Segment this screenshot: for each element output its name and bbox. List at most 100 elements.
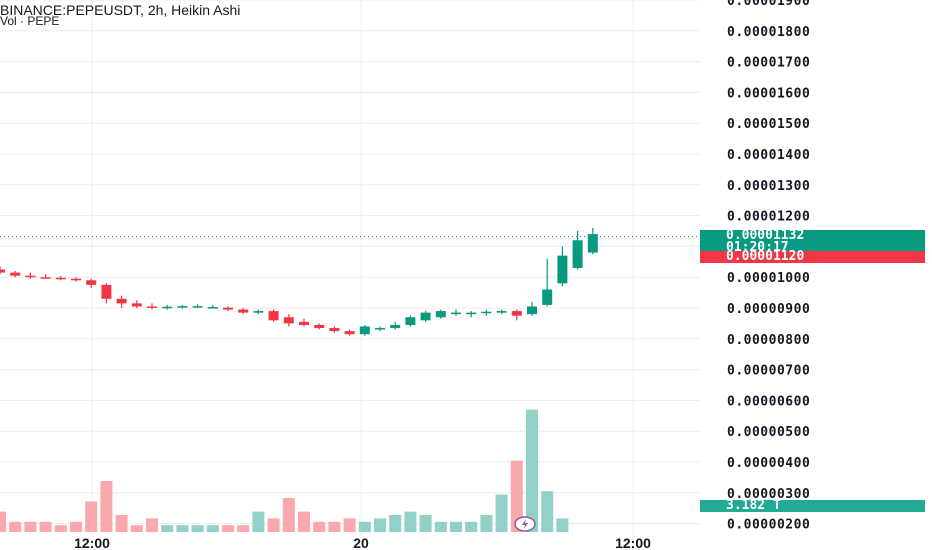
candle-body [10,272,21,276]
volume-bar [161,525,174,532]
candle-body [314,324,325,329]
volume-bar [39,521,52,532]
candle-body [55,277,66,280]
candle-body [557,255,568,284]
y-tick-label: 0.00001800 [727,25,810,40]
y-tick-label: 0.00001600 [727,86,810,101]
candle-body [0,269,5,273]
candle-body [116,298,127,304]
volume-label: Vol · PEPE [0,14,60,28]
y-tick-label: 0.00000400 [727,456,810,471]
last-price-tag: 0.00001132 01:20:17 [700,228,925,255]
candle-body [223,307,233,310]
last-price: 0.00001132 [726,228,805,243]
volume-bar [24,521,37,532]
candle-body [25,275,36,278]
y-tick-label: 0.00000900 [727,302,810,317]
candle-body [496,311,507,313]
volume-bar [358,521,371,532]
y-tick-label: 0.00000500 [727,425,810,440]
volume-bar [176,525,189,532]
candle-body [542,289,553,305]
volume-bar [115,515,128,532]
candle-body [299,321,309,325]
prev-price-tag: 0.00001120 [700,250,925,263]
volume-bar [206,525,219,532]
candle-body [207,307,218,309]
bar-countdown: 01:20:17 [726,240,789,255]
candle-body [238,309,249,313]
candle-body [192,306,203,308]
volume-bar [419,515,432,532]
volume-bar [404,511,417,532]
candle-body [344,331,355,335]
candle-body [177,306,188,308]
candle-body [481,311,492,314]
volume-bar [267,518,280,532]
y-tick-label: 0.00001900 [727,0,810,9]
y-tick-label: 0.00000600 [727,394,810,409]
volume-bar [495,494,508,532]
y-tick-label: 0.00000700 [727,364,810,379]
volume-bar [450,521,462,532]
y-tick-label: 0.00001200 [727,210,810,225]
volume-bar [434,521,447,532]
x-tick-label: 12:00 [74,535,110,550]
volume-bar [191,525,204,532]
volume-bar [0,511,6,532]
candle-body [162,306,173,309]
volume-bar [100,481,113,532]
volume-bar [374,518,386,532]
volume-bar [222,525,234,532]
volume-tag: 3.182 T [700,499,925,512]
candle-body [147,306,157,308]
x-tick-label: 12:00 [615,535,651,550]
volume-bar [343,518,356,532]
volume-bar [526,409,538,532]
candle-body [86,280,97,285]
volume-bar [510,460,523,532]
candle-body [329,328,340,332]
candle-body [40,277,51,279]
volume-bar [389,515,402,532]
volume-bar [54,525,67,532]
candle-body [101,284,112,299]
y-tick-label: 0.00001000 [727,271,810,286]
volume-bar [237,525,250,532]
candle-body [435,311,446,318]
y-tick-label: 0.00001400 [727,148,810,163]
candle-body [359,326,370,335]
candle-body [587,234,598,253]
volume-bar [282,498,295,532]
y-tick-label: 0.00000800 [727,333,810,348]
candle-body [572,240,583,268]
volume-bar [465,521,478,532]
chart-title: BINANCE:PEPEUSDT, 2h, Heikin Ashi [0,2,241,18]
y-tick-label: 0.00001500 [727,117,810,132]
candle-body [375,328,385,330]
volume-bar [298,511,310,532]
candle-body [268,311,279,321]
candle-body [253,311,264,313]
candle-body [527,306,537,315]
candle-body [451,312,461,315]
candle-body [466,312,477,315]
volume-bar [146,518,158,532]
candle-body [390,324,401,329]
candle-body [71,278,81,281]
candle-body [405,317,416,325]
volume-bar [313,521,326,532]
volume-bar [85,501,98,532]
candle-body [420,312,431,321]
candle-body [511,311,522,316]
volume-bar [328,521,341,532]
candle-body [131,303,142,307]
volume-bar [541,491,554,532]
volume-bar [556,518,569,532]
x-tick-label: 20 [353,535,369,550]
y-tick-label: 0.00001700 [727,56,810,71]
y-tick-label: 0.00000200 [727,518,810,533]
lightning-icon[interactable] [514,516,536,532]
candle-body [283,317,294,324]
